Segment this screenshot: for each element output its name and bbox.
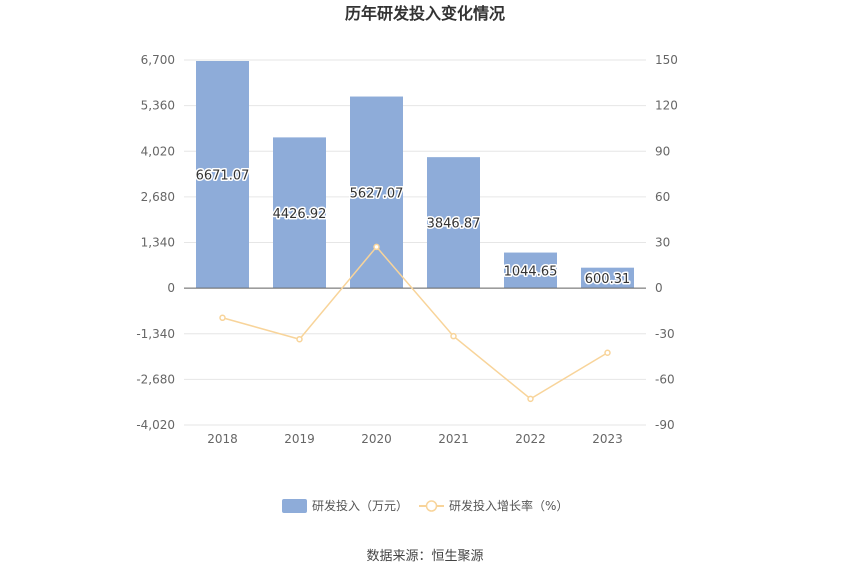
- bar-value-label: 3846.87: [427, 217, 481, 232]
- bar-value-label: 600.31: [585, 272, 631, 287]
- right-tick-label: 150: [655, 53, 678, 67]
- legend-item-line[interactable]: 研发投入增长率（%）: [419, 498, 568, 513]
- x-tick-label: 2019: [284, 432, 315, 446]
- left-tick-label: -2,680: [136, 372, 175, 386]
- x-tick-label: 2022: [515, 432, 546, 446]
- right-tick-label: -90: [655, 418, 675, 432]
- line-point[interactable]: [450, 332, 457, 340]
- right-y-axis: 150 120 90 60 30 0 -30 -60 -90: [655, 53, 678, 432]
- line-point[interactable]: [296, 335, 303, 343]
- chart-title: 历年研发投入变化情况: [345, 4, 505, 23]
- bar-value-label: 5627.07: [350, 186, 404, 201]
- bar-value-label: 4426.92: [273, 207, 327, 222]
- left-y-axis: 6,700 5,360 4,020 2,680 1,340 0 -1,340 -2,680 -4…: [136, 53, 175, 432]
- bar[interactable]: [581, 267, 634, 289]
- right-tick-label: 60: [655, 190, 670, 204]
- legend-label-line: 研发投入增长率（%）: [449, 498, 568, 513]
- legend-marker-line: [425, 500, 438, 512]
- right-tick-label: -30: [655, 327, 675, 341]
- x-tick-label: 2021: [438, 432, 469, 446]
- bar[interactable]: [196, 60, 249, 289]
- x-axis: 2018 2019 2020 2021 2022 2023: [184, 287, 646, 446]
- legend-item-bar[interactable]: 研发投入（万元）: [282, 498, 408, 513]
- bar-value-label: 6671.07: [196, 169, 250, 184]
- line-point[interactable]: [373, 243, 380, 251]
- bar[interactable]: [350, 96, 403, 289]
- left-tick-label: -4,020: [136, 418, 175, 432]
- right-tick-label: 0: [655, 281, 663, 295]
- line-point[interactable]: [219, 314, 226, 322]
- line-point[interactable]: [527, 395, 534, 403]
- left-tick-label: 1,340: [141, 236, 175, 250]
- right-tick-label: 120: [655, 99, 678, 113]
- x-tick-label: 2020: [361, 432, 392, 446]
- line-point[interactable]: [604, 349, 611, 357]
- left-tick-label: -1,340: [136, 327, 175, 341]
- left-tick-label: 4,020: [141, 144, 175, 158]
- left-tick-label: 5,360: [141, 99, 175, 113]
- bar-value-label: 1044.65: [504, 264, 558, 279]
- right-tick-label: 90: [655, 144, 670, 158]
- line-series: [219, 243, 611, 403]
- x-tick-label: 2023: [592, 432, 623, 446]
- bar-series: [196, 60, 634, 289]
- bar[interactable]: [273, 137, 326, 289]
- legend: 研发投入（万元） 研发投入增长率（%）: [282, 498, 568, 513]
- growth-line: [222, 245, 608, 400]
- legend-swatch-bar: [282, 499, 307, 513]
- left-tick-label: 0: [167, 281, 175, 295]
- bar[interactable]: [427, 157, 480, 289]
- data-source: 数据来源：恒生聚源: [366, 549, 483, 564]
- grid-lines: [184, 59, 646, 426]
- left-tick-label: 6,700: [141, 53, 175, 67]
- x-tick-label: 2018: [207, 432, 238, 446]
- left-tick-label: 2,680: [141, 190, 175, 204]
- bar[interactable]: [504, 252, 557, 289]
- bar-data-labels: 6671.07 4426.92 5627.07 3846.87 1044.65 600.3…: [194, 167, 632, 288]
- right-tick-label: -60: [655, 372, 675, 386]
- legend-label-bar: 研发投入（万元）: [312, 498, 408, 513]
- right-tick-label: 30: [655, 236, 670, 250]
